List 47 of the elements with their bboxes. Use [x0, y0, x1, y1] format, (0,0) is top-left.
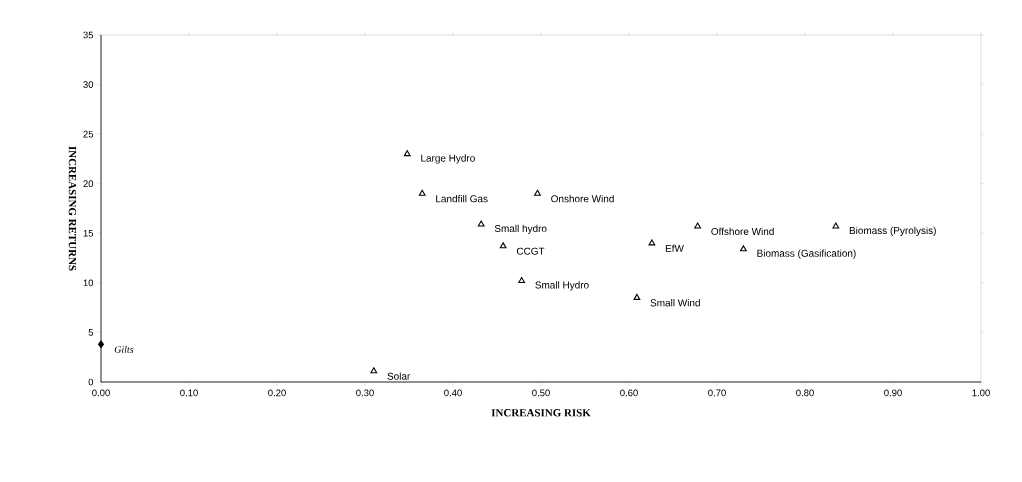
point — [633, 293, 641, 300]
x-tick-label: 0.30 — [356, 389, 374, 397]
y-tick-label: 10 — [83, 279, 94, 287]
series-label: Offshore Wind — [711, 227, 774, 235]
x-tick-label: 0.80 — [796, 389, 814, 397]
x-tick-label: 0.90 — [884, 389, 902, 397]
x-tick-label: 0.60 — [620, 389, 638, 397]
point — [499, 242, 507, 249]
series-label: Small Hydro — [535, 281, 589, 291]
y-tick-label: 5 — [88, 329, 94, 336]
series-label: Landfill Gas — [436, 194, 488, 203]
series-label: Onshore Wind — [551, 194, 614, 203]
x-tick-label: 0.20 — [268, 389, 286, 397]
series-label: Biomass (Gasification) — [757, 249, 856, 259]
x-tick-label: 0.50 — [532, 389, 550, 397]
y-tick-label: 35 — [83, 31, 94, 39]
y-axis-title: INCREASING RETURNS — [68, 146, 77, 271]
point — [832, 222, 840, 229]
point — [648, 239, 656, 246]
series-label: Biomass (Pyrolysis) — [849, 226, 936, 236]
x-tick-label: 0.40 — [444, 389, 462, 397]
point — [477, 220, 485, 227]
point — [518, 277, 526, 284]
point — [97, 340, 105, 349]
point — [694, 222, 702, 229]
x-tick-label: 0.70 — [708, 389, 726, 397]
y-tick-label: 25 — [83, 130, 94, 138]
x-tick-label: 0.10 — [180, 389, 198, 397]
point — [418, 189, 426, 196]
x-axis-title: INCREASING RISK — [491, 409, 591, 417]
y-tick-label: 0 — [88, 378, 94, 386]
y-tick-label: 20 — [83, 180, 94, 188]
series-label: EfW — [665, 244, 684, 252]
x-tick-label: 1.00 — [972, 389, 990, 397]
series-label: Small Wind — [650, 299, 700, 307]
series-label: Small hydro — [494, 224, 547, 234]
y-tick-label: 30 — [83, 81, 94, 88]
y-tick-label: 15 — [83, 229, 94, 237]
point — [534, 189, 541, 196]
series-label: Large Hydro — [421, 154, 475, 164]
point — [403, 150, 411, 157]
x-tick-label: 0.00 — [92, 389, 110, 397]
series-label: Solar — [387, 372, 411, 380]
point — [740, 245, 747, 252]
series-label: Gilts — [114, 345, 134, 353]
point — [370, 367, 378, 374]
series-label: CCGT — [516, 247, 545, 255]
